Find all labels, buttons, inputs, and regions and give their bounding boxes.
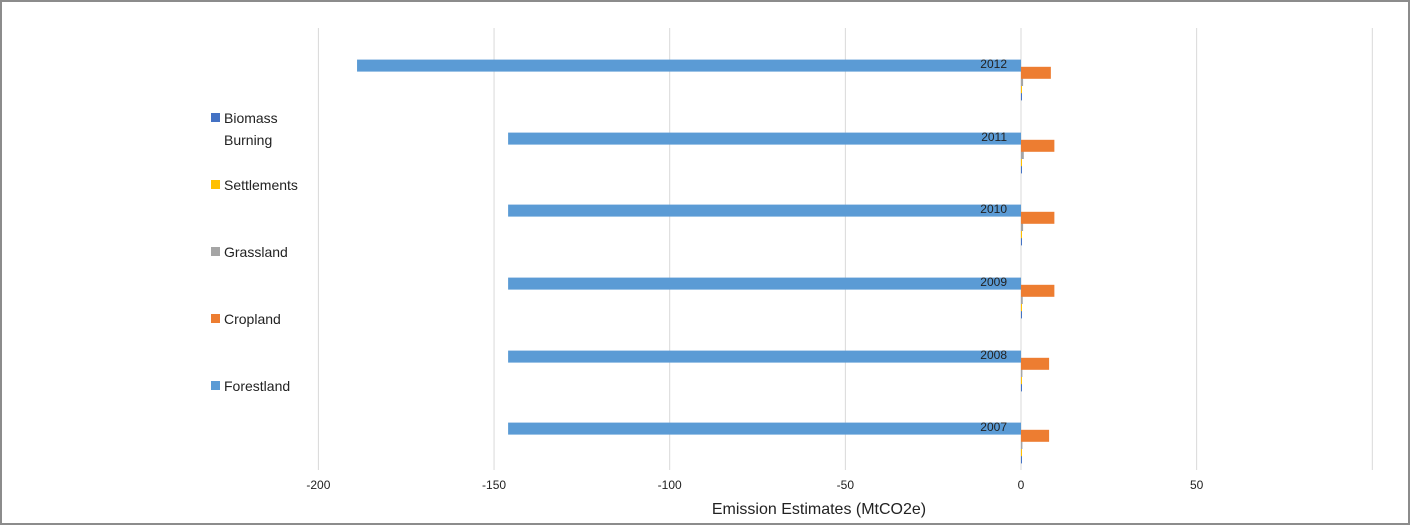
bar-cropland-2009 [1021, 284, 1055, 297]
bar-forestland-2011 [508, 132, 1021, 145]
bar-forestland-2009 [508, 277, 1021, 290]
bar-settlements-2012 [1021, 81, 1022, 94]
x-tick-label: 0 [1018, 478, 1025, 492]
bar-biomass-burning-2008 [1021, 379, 1022, 392]
x-tick-label: -100 [658, 478, 682, 492]
bar-forestland-2010 [508, 204, 1021, 217]
bar-cropland-2012 [1021, 66, 1051, 79]
bar-settlements-2008 [1021, 372, 1022, 385]
category-label-2008: 2008 [980, 348, 1007, 362]
bar-grassland-2007 [1021, 437, 1023, 449]
x-tick-label: -200 [306, 478, 330, 492]
bar-cropland-2007 [1021, 429, 1050, 442]
category-label-2011: 2011 [981, 130, 1007, 144]
gridlines [317, 28, 1373, 470]
legend-label: Forestland [224, 378, 291, 394]
legend-label: Settlements [224, 177, 298, 193]
bar-biomass-burning-2009 [1021, 306, 1022, 319]
legend-item-grassland: Grassland [211, 241, 316, 263]
legend-item-forestland: Forestland [211, 375, 316, 397]
bar-cropland-2010 [1021, 211, 1055, 224]
bar-cropland-2011 [1021, 139, 1055, 152]
legend-swatch [211, 247, 220, 256]
bar-grassland-2009 [1021, 292, 1023, 304]
legend-item-cropland: Cropland [211, 308, 316, 330]
bar-biomass-burning-2007 [1021, 451, 1022, 464]
legend-swatch [211, 180, 220, 189]
legend-swatch [211, 381, 220, 390]
bar-grassland-2012 [1021, 74, 1024, 86]
legend-item-settlements: Settlements [211, 174, 316, 196]
bar-grassland-2010 [1021, 219, 1024, 231]
bar-cropland-2008 [1021, 357, 1050, 370]
legend-label: Grassland [224, 244, 288, 260]
bar-biomass-burning-2012 [1021, 88, 1022, 101]
legend-label: Biomass Burning [224, 110, 278, 148]
bar-forestland-2012 [357, 59, 1022, 72]
bar-settlements-2009 [1021, 299, 1022, 312]
x-axis-title: Emission Estimates (MtCO2e) [712, 501, 926, 518]
legend-item-biomass-burning: Biomass Burning [211, 107, 316, 151]
x-tick-label: -150 [482, 478, 506, 492]
legend-label: Cropland [224, 311, 281, 327]
bar-biomass-burning-2011 [1021, 161, 1022, 174]
bars [357, 59, 1055, 464]
x-tick-label: -50 [837, 478, 855, 492]
category-label-2007: 2007 [980, 420, 1007, 434]
bar-settlements-2007 [1021, 444, 1022, 457]
bar-forestland-2008 [508, 350, 1021, 363]
bar-biomass-burning-2010 [1021, 233, 1022, 246]
bar-settlements-2011 [1021, 154, 1022, 167]
category-label-2012: 2012 [980, 57, 1007, 71]
category-label-2010: 2010 [980, 202, 1007, 216]
category-label-2009: 2009 [980, 275, 1007, 289]
legend-swatch [211, 314, 220, 323]
bar-grassland-2008 [1021, 365, 1023, 377]
bar-grassland-2011 [1021, 147, 1024, 159]
labels: -200 -150 -100 -50 0 50 2012 2011 2010 2009 2008 20… [306, 57, 1203, 492]
legend-swatch [211, 113, 220, 122]
x-tick-label: 50 [1190, 478, 1204, 492]
bar-settlements-2010 [1021, 226, 1022, 239]
bar-forestland-2007 [508, 422, 1021, 435]
